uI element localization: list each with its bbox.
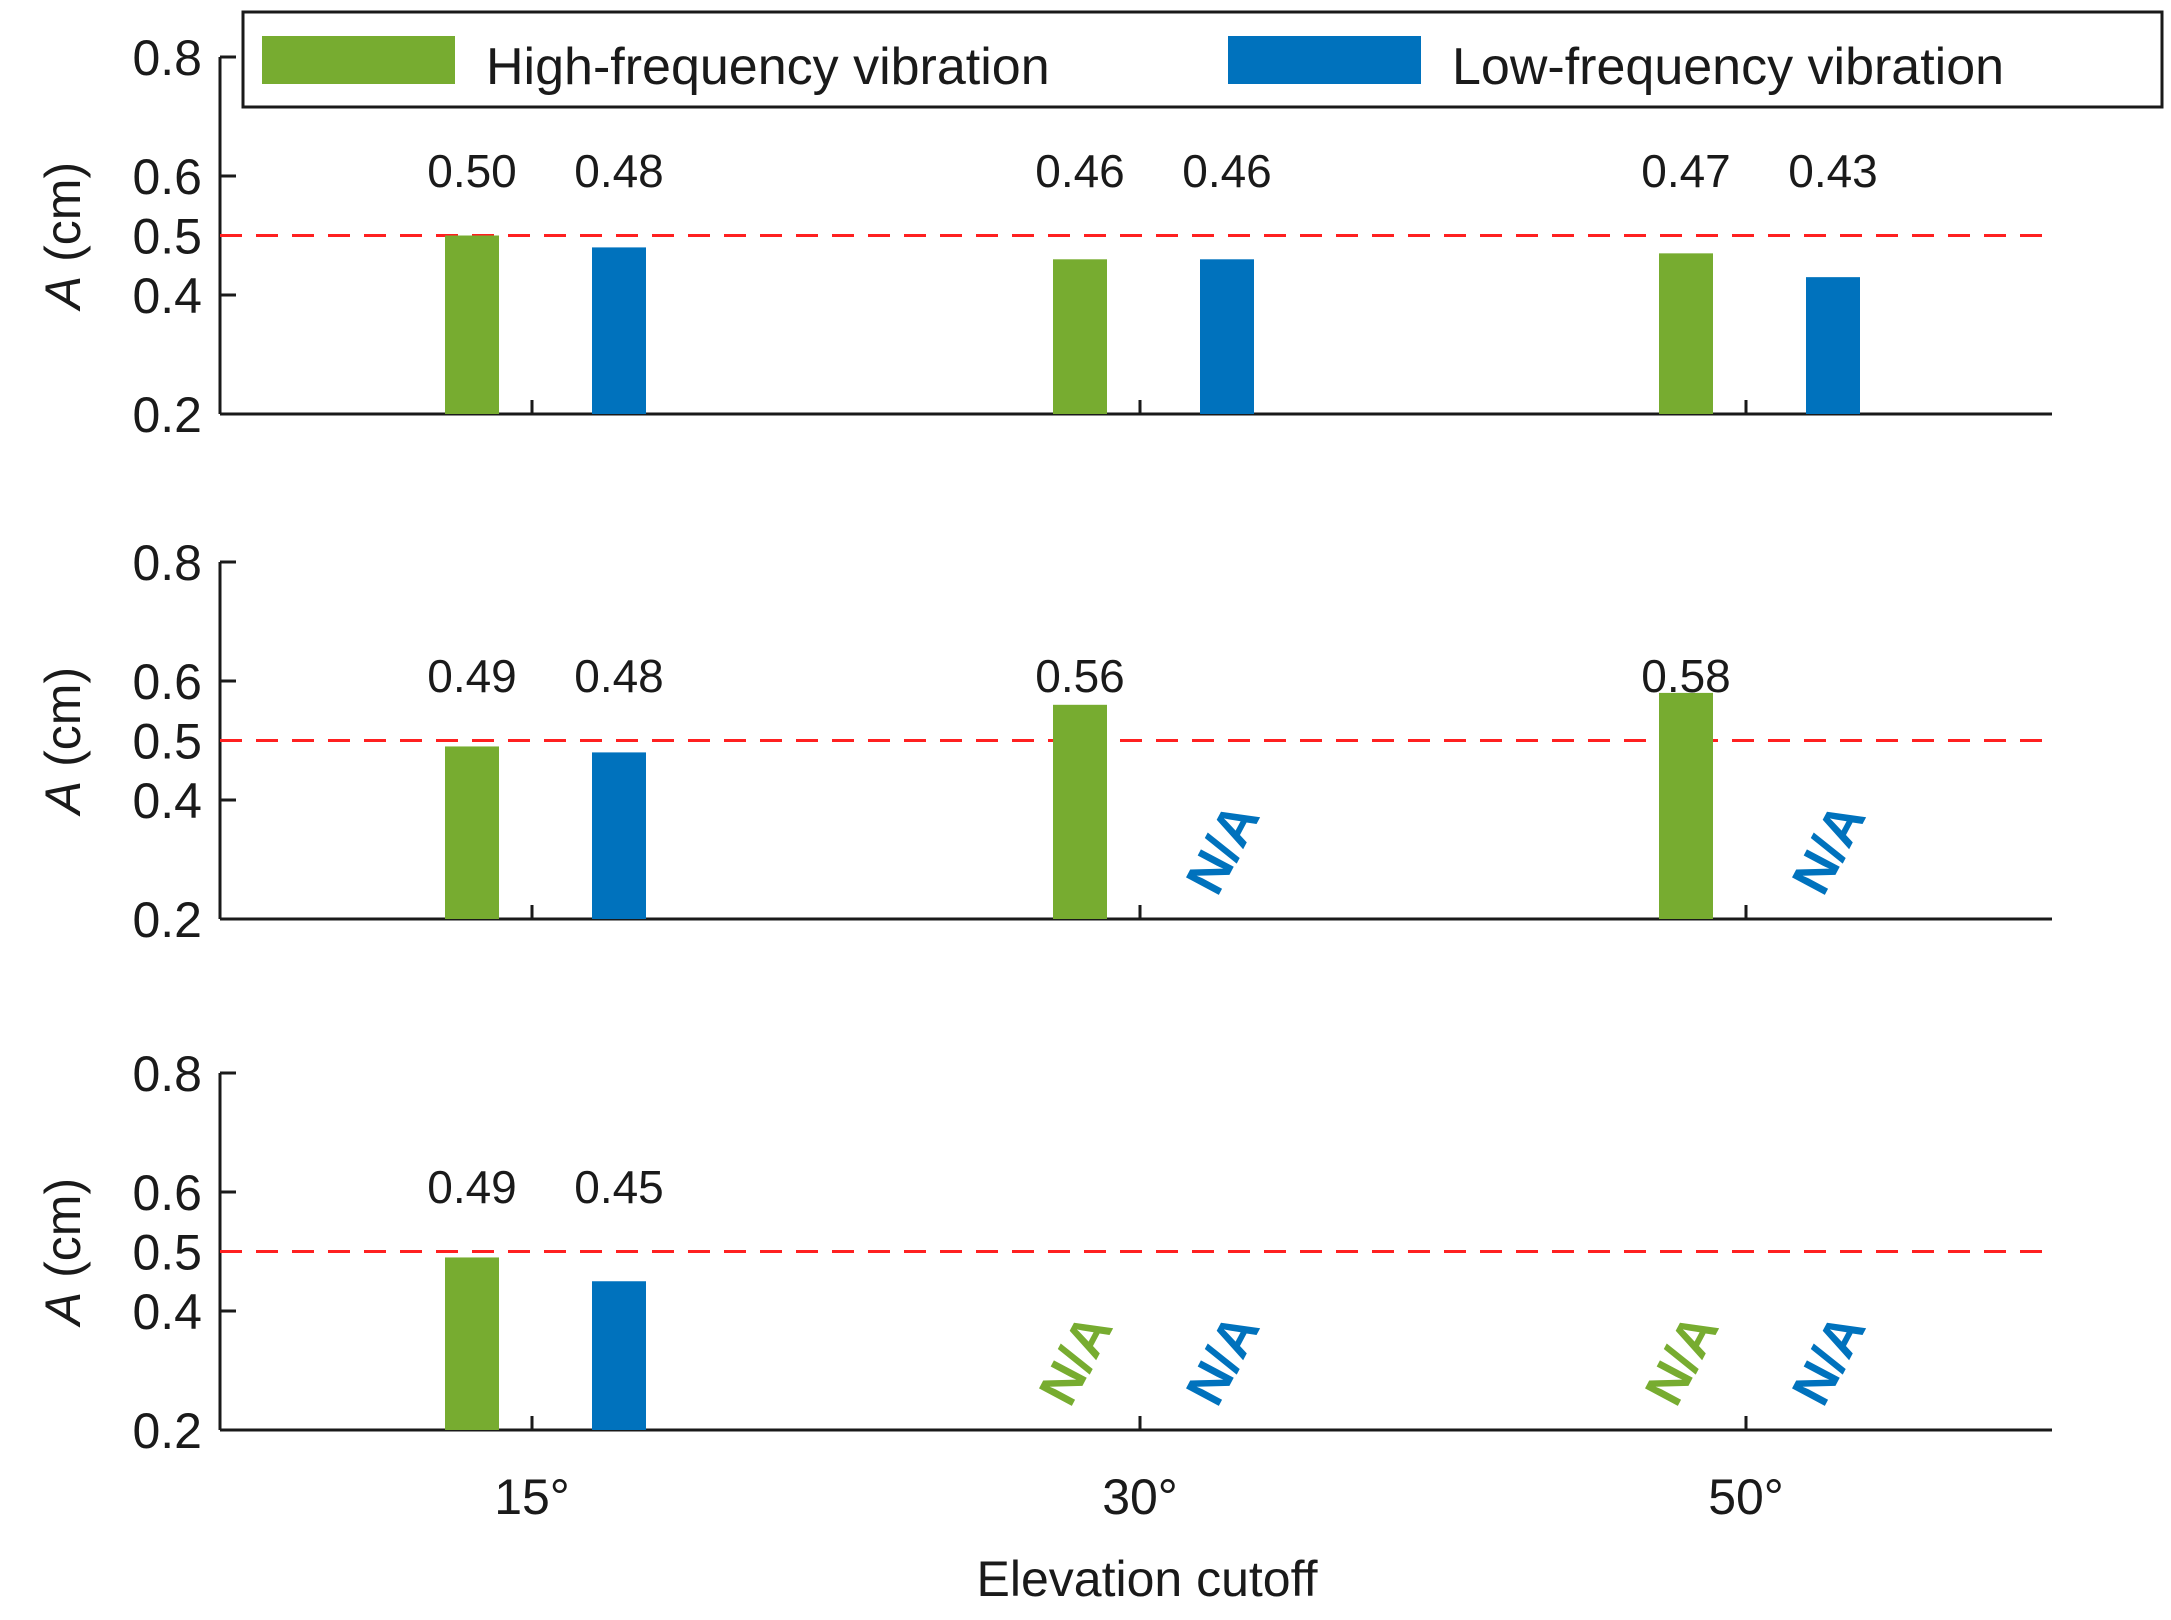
bar (1053, 704, 1107, 919)
y-tick-label: 0.5 (132, 714, 202, 770)
x-tick-label: 30° (1102, 1469, 1178, 1525)
na-label: N/A (1634, 1304, 1731, 1414)
y-tick-label: 0.4 (132, 773, 202, 829)
data-label: 0.45 (574, 1161, 664, 1213)
legend-swatch-high-frequency (262, 36, 455, 84)
x-tick-label: 50° (1708, 1469, 1784, 1525)
legend-box (241, 10, 2164, 109)
data-label: 0.58 (1641, 650, 1731, 702)
data-label: 0.46 (1035, 145, 1125, 197)
y-tick-label: 0.8 (132, 535, 202, 591)
legend: High-frequency vibration Low-frequency v… (241, 10, 2164, 109)
y-tick-label: 0.5 (132, 209, 202, 265)
panel-2: 0.2 0.40.50.6 0.8 A (cm) 0.49 0.56 0.58 0.48 N/A… (35, 535, 2052, 948)
bar (1200, 259, 1254, 414)
legend-label-low-frequency: Low-frequency vibration (1452, 38, 2004, 96)
legend-label-high-frequency: High-frequency vibration (486, 38, 1050, 96)
data-label: 0.56 (1035, 650, 1125, 702)
y-tick-label: 0.5 (132, 1225, 202, 1281)
bar (1806, 277, 1860, 414)
y-tick-label: 0.4 (132, 1284, 202, 1340)
data-label: 0.48 (574, 650, 664, 702)
bar (592, 247, 646, 414)
na-label: N/A (1781, 793, 1878, 903)
data-label: 0.43 (1788, 145, 1878, 197)
data-label: 0.49 (427, 1161, 517, 1213)
x-tick-label: 15° (494, 1469, 570, 1525)
panel-3: 0.2 0.40.50.6 0.8 A (cm) 0.49 N/A N/A 0.45 N/A N/… (35, 1046, 2052, 1525)
data-label: 0.48 (574, 145, 664, 197)
y-tick-label: 0.2 (132, 892, 202, 948)
na-label: N/A (1028, 1304, 1125, 1414)
bar (445, 1257, 499, 1430)
y-tick-label: 0.2 (132, 387, 202, 443)
y-tick-label: 0.8 (132, 30, 202, 86)
y-axis-label: A (cm) (35, 1178, 91, 1328)
y-tick-label: 0.2 (132, 1403, 202, 1459)
data-label: 0.47 (1641, 145, 1731, 197)
data-label: 0.46 (1182, 145, 1272, 197)
bar (1659, 253, 1713, 414)
na-label: N/A (1781, 1304, 1878, 1414)
bar (445, 746, 499, 919)
y-tick-label: 0.6 (132, 1165, 202, 1221)
bar (1053, 259, 1107, 414)
y-tick-label: 0.4 (132, 268, 202, 324)
y-axis-label: A (cm) (35, 667, 91, 817)
bar (1659, 692, 1713, 919)
na-label: N/A (1175, 793, 1272, 903)
bar (592, 1281, 646, 1430)
y-axis-label: A (cm) (35, 162, 91, 312)
data-label: 0.50 (427, 145, 517, 197)
legend-swatch-low-frequency (1228, 36, 1421, 84)
na-label: N/A (1175, 1304, 1272, 1414)
panels: 0.20.40.50.60.8A (cm) 0.50 0.46 0.470.48 0.4… (35, 30, 2052, 1525)
x-axis-label: Elevation cutoff (977, 1551, 1318, 1607)
y-tick-label: 0.8 (132, 1046, 202, 1102)
data-label: 0.49 (427, 650, 517, 702)
bar (592, 752, 646, 919)
bar (445, 235, 499, 414)
y-tick-label: 0.6 (132, 654, 202, 710)
panel-1: 0.2 0.40.50.6 0.8 A (cm) 0.50 0.46 0.47 0.48 0.4… (35, 30, 2052, 443)
y-tick-label: 0.6 (132, 149, 202, 205)
